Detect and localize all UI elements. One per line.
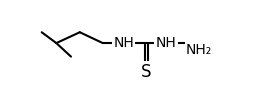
Text: NH: NH <box>156 36 177 50</box>
Text: NH₂: NH₂ <box>186 43 212 57</box>
Text: S: S <box>141 63 151 81</box>
Text: NH: NH <box>113 36 134 50</box>
